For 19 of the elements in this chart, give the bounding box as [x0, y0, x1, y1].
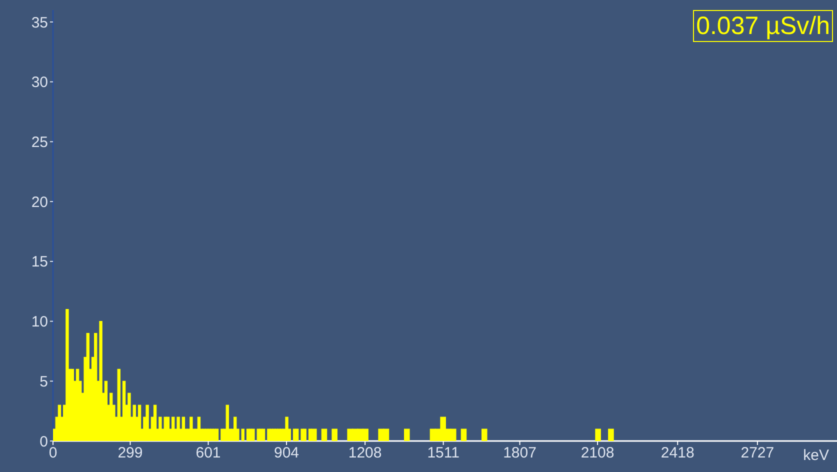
x-tick-label: 2727	[740, 444, 774, 462]
y-tick-label: 30	[31, 74, 48, 92]
x-tick-label: 1208	[348, 444, 382, 462]
x-tick-label: 2418	[660, 444, 694, 462]
x-tick-label: 2108	[580, 444, 614, 462]
x-axis-title: keV	[803, 447, 829, 464]
x-tick-label: 601	[196, 444, 221, 462]
y-tick-label: 35	[31, 14, 48, 32]
x-tick-label: 904	[274, 444, 300, 462]
y-tick-label: 25	[31, 134, 48, 152]
x-tick-label: 1511	[427, 444, 460, 462]
annotation: 0.037 µSv/h	[693, 10, 833, 42]
y-tick-label: 5	[40, 373, 48, 390]
y-tick-label: 10	[31, 314, 48, 331]
y-tick-label: 0	[40, 433, 48, 450]
y-tick-label: 15	[31, 254, 48, 271]
x-tick-label: 1807	[503, 444, 536, 462]
x-tick-label: 299	[118, 444, 143, 462]
y-tick-label: 20	[31, 194, 48, 211]
